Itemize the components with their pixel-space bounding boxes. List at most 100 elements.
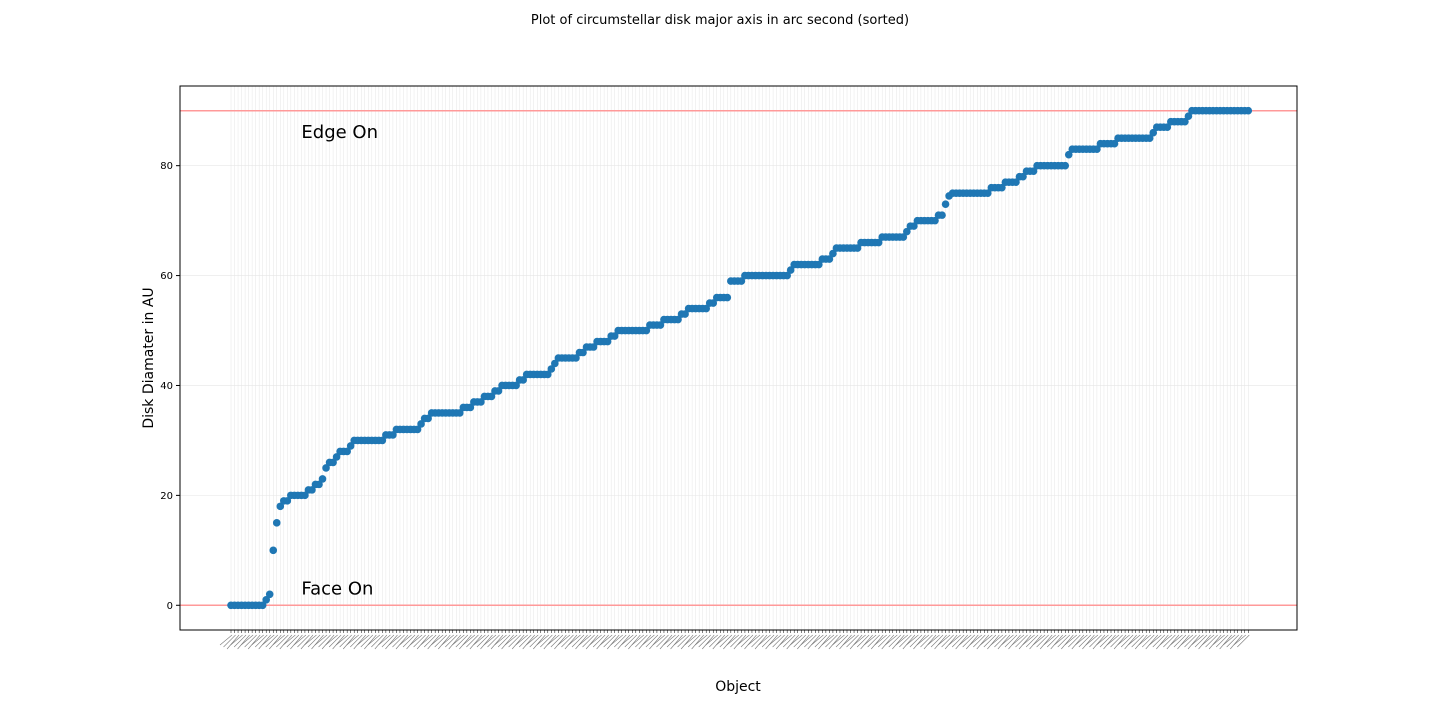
data-point <box>378 436 387 445</box>
x-tick-label <box>1082 634 1095 650</box>
x-tick-label <box>1061 634 1074 650</box>
x-tick-label <box>1078 634 1092 648</box>
x-tick-label <box>357 634 370 646</box>
x-tick-label <box>1015 634 1028 648</box>
x-tick-label <box>529 634 542 648</box>
data-point <box>547 365 556 373</box>
x-tick-label <box>276 634 289 648</box>
x-tick-label <box>870 634 884 650</box>
x-tick-label <box>617 634 630 650</box>
data-point <box>262 595 271 604</box>
x-tick-label <box>797 634 810 650</box>
x-tick-label <box>1152 634 1166 648</box>
data-point <box>783 271 791 280</box>
data-point <box>709 299 718 307</box>
x-tick-label <box>846 634 859 648</box>
x-tick-label <box>624 634 638 648</box>
x-tick-label <box>543 634 557 650</box>
x-tick-label <box>874 634 887 646</box>
x-tick-label <box>1046 634 1060 648</box>
x-tick-label <box>427 634 440 650</box>
x-tick-label <box>663 634 676 646</box>
data-point <box>389 431 397 439</box>
x-tick-label <box>1018 634 1032 650</box>
x-tick-label <box>983 634 997 648</box>
x-tick-label <box>328 634 342 648</box>
x-tick-label <box>677 634 690 648</box>
x-tick-label <box>793 634 806 648</box>
x-tick-label <box>853 634 866 646</box>
x-tick-label <box>980 634 993 646</box>
x-tick-label <box>702 634 715 650</box>
x-tick-label <box>522 634 535 650</box>
x-tick-label <box>730 634 743 648</box>
x-tick-label <box>758 634 771 646</box>
x-tick-label <box>1057 634 1070 648</box>
x-tick-label <box>723 634 736 650</box>
x-tick-label <box>902 634 916 650</box>
x-tick-label <box>575 634 588 650</box>
x-tick-label <box>272 634 285 646</box>
x-tick-label <box>944 634 958 650</box>
x-tick-label <box>716 634 729 646</box>
x-tick-label <box>1201 634 1215 646</box>
data-point <box>456 409 464 417</box>
data-point <box>1149 128 1158 137</box>
x-tick-label <box>800 634 813 646</box>
x-tick-label <box>550 634 564 648</box>
x-tick-label <box>892 634 905 650</box>
x-tick-label <box>1127 634 1141 646</box>
x-tick-label <box>1103 634 1116 650</box>
x-tick-label <box>360 634 374 648</box>
x-tick-label <box>930 634 944 648</box>
data-point <box>276 502 285 511</box>
x-tick-label <box>941 634 954 648</box>
x-tick-label <box>251 634 264 646</box>
x-tick-label <box>269 634 282 650</box>
x-tick-label <box>237 634 250 650</box>
x-tick-label <box>1131 634 1144 648</box>
x-tick-label <box>867 634 880 648</box>
data-point <box>424 414 432 423</box>
x-tick-label <box>1233 634 1246 646</box>
x-tick-label <box>371 634 384 648</box>
x-tick-label <box>441 634 454 646</box>
x-tick-label <box>353 634 366 650</box>
x-tick-label <box>1036 634 1049 648</box>
data-point <box>825 255 834 263</box>
x-tick-label <box>937 634 951 646</box>
data-point <box>487 392 496 401</box>
x-tick-label <box>332 634 345 650</box>
data-point <box>572 354 580 362</box>
data-point <box>737 277 746 285</box>
x-tick-label <box>1170 634 1183 646</box>
data-point <box>938 211 946 219</box>
data-point <box>603 337 612 346</box>
x-tick-label <box>1223 634 1236 646</box>
annotation-text: Face On <box>301 578 373 599</box>
x-tick-label <box>416 634 430 650</box>
data-point <box>258 601 267 610</box>
data-point <box>642 326 651 335</box>
x-tick-label <box>1212 634 1225 646</box>
data-point <box>269 546 278 555</box>
x-tick-label <box>610 634 623 646</box>
data-point <box>1110 139 1119 148</box>
x-tick-label <box>314 634 328 646</box>
data-point <box>308 486 316 494</box>
x-tick-label <box>434 634 447 648</box>
x-tick-label <box>540 634 553 648</box>
x-tick-label <box>603 634 616 648</box>
data-point <box>815 260 823 269</box>
x-tick-label <box>606 634 620 650</box>
reference-lines <box>180 109 1297 607</box>
data-point <box>903 227 911 236</box>
x-tick-label <box>906 634 919 646</box>
data-point <box>984 189 992 197</box>
chart-title: Plot of circumstellar disk major axis in… <box>531 13 909 28</box>
x-tick-label <box>223 634 236 648</box>
data-point <box>413 425 422 434</box>
x-tick-label <box>599 634 613 646</box>
data-point <box>1181 117 1189 126</box>
x-tick-label <box>515 634 528 646</box>
